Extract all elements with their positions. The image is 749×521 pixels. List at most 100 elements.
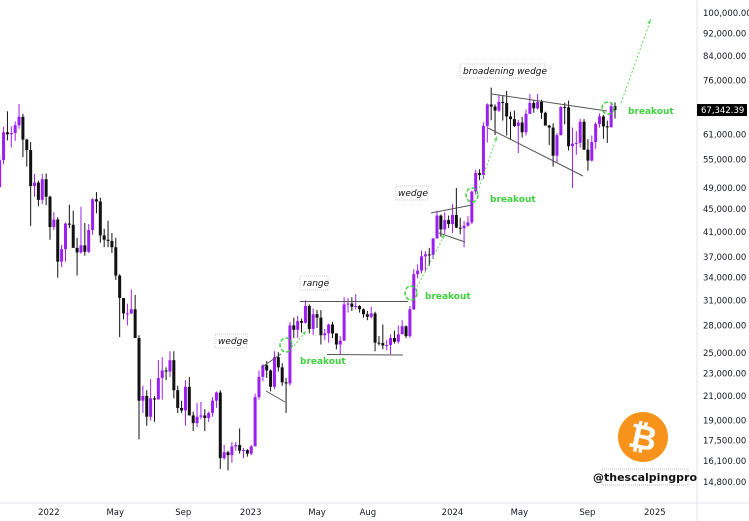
candle-body bbox=[52, 219, 56, 228]
annotation-labels: wedge breakout range breakout wedge brea… bbox=[214, 63, 674, 367]
candle-body bbox=[284, 382, 288, 384]
candle-body bbox=[164, 370, 168, 372]
candle bbox=[156, 360, 160, 400]
candle-body bbox=[400, 326, 404, 335]
candle bbox=[280, 363, 284, 386]
candle bbox=[470, 190, 474, 225]
candle-body bbox=[168, 360, 172, 372]
candle-body bbox=[60, 249, 64, 262]
candle bbox=[323, 328, 327, 340]
candle-body bbox=[261, 365, 265, 377]
candle-body bbox=[497, 101, 501, 111]
candle bbox=[420, 250, 424, 274]
candle bbox=[563, 102, 567, 125]
wedge-2-upper-line[interactable] bbox=[430, 204, 473, 214]
candle-body bbox=[539, 101, 543, 113]
candle bbox=[106, 220, 110, 248]
price-tick-label: 23,000.00 bbox=[703, 370, 746, 380]
candle bbox=[296, 315, 300, 338]
wedge-1-lower-line[interactable] bbox=[265, 390, 286, 403]
candle-body bbox=[187, 386, 191, 416]
candle-body bbox=[555, 135, 559, 156]
candle bbox=[462, 221, 466, 248]
time-tick-label: Sep bbox=[579, 508, 595, 518]
candle-body bbox=[524, 113, 528, 133]
candle bbox=[48, 195, 52, 240]
broadening-wedge-upper-line[interactable] bbox=[491, 93, 608, 112]
candle-body bbox=[180, 407, 184, 411]
label-breakout-2: breakout bbox=[425, 292, 471, 302]
wedge-2-lower-line[interactable] bbox=[438, 232, 466, 243]
time-axis-ticks[interactable]: 2022 May Sep 2023 May Aug 2024 May Sep 2025 bbox=[38, 508, 666, 518]
candle bbox=[269, 369, 273, 392]
wedge-1-upper-line[interactable] bbox=[261, 353, 282, 368]
candle bbox=[79, 206, 83, 254]
candle-body bbox=[450, 215, 454, 225]
label-range: range bbox=[303, 279, 330, 289]
broadening-wedge-lower-line[interactable] bbox=[487, 127, 584, 177]
watermark: ₿ @thescalpingpro bbox=[593, 412, 697, 486]
candle bbox=[203, 409, 207, 432]
candle bbox=[110, 232, 114, 254]
candle bbox=[226, 450, 230, 471]
candle bbox=[5, 111, 9, 141]
candle-body bbox=[423, 254, 427, 257]
price-axis[interactable] bbox=[697, 0, 749, 521]
candle-body bbox=[505, 102, 509, 117]
candle-body bbox=[489, 104, 493, 107]
watermark-handle: @thescalpingpro bbox=[593, 471, 697, 484]
candle-body bbox=[125, 313, 129, 315]
candle bbox=[98, 197, 102, 243]
candle bbox=[149, 379, 153, 421]
candle bbox=[613, 102, 617, 119]
price-tick-label: 41,000.00 bbox=[703, 228, 746, 238]
candle bbox=[63, 222, 67, 262]
breakout-circle-3 bbox=[465, 187, 479, 203]
candle bbox=[191, 411, 195, 432]
candle-body bbox=[214, 392, 218, 401]
candle bbox=[168, 351, 172, 377]
candle bbox=[582, 119, 586, 151]
candle-body bbox=[87, 230, 91, 252]
candle-body bbox=[156, 377, 160, 400]
candle bbox=[261, 364, 265, 382]
candle bbox=[21, 113, 25, 158]
candle bbox=[601, 114, 605, 139]
candle bbox=[207, 411, 211, 422]
candle-body bbox=[94, 199, 98, 202]
candle-body bbox=[29, 150, 33, 187]
candle-body bbox=[36, 182, 40, 200]
candle bbox=[152, 395, 156, 422]
candle-body bbox=[563, 106, 567, 108]
candle bbox=[176, 385, 180, 413]
price-tick-label: 34,000.00 bbox=[703, 274, 746, 284]
candle bbox=[218, 390, 222, 469]
price-tick-label: 55,000.00 bbox=[703, 156, 746, 166]
candle-body bbox=[551, 127, 555, 156]
candle bbox=[257, 370, 261, 400]
candle bbox=[319, 310, 323, 345]
candle bbox=[183, 380, 187, 426]
candle bbox=[0, 154, 2, 189]
candle bbox=[2, 126, 6, 165]
price-tick-label: 25,000.00 bbox=[703, 349, 746, 359]
candle bbox=[52, 212, 56, 231]
candle-body bbox=[137, 337, 141, 401]
candle-body bbox=[118, 275, 122, 299]
candle bbox=[505, 90, 509, 136]
candle bbox=[474, 169, 478, 195]
candle bbox=[381, 324, 385, 350]
candle-body bbox=[334, 333, 338, 345]
candle bbox=[29, 142, 33, 226]
candle-body bbox=[292, 325, 296, 330]
range-bottom-line[interactable] bbox=[326, 354, 404, 356]
candle bbox=[605, 120, 609, 143]
candle-body bbox=[338, 340, 342, 345]
time-tick-label: May bbox=[308, 508, 326, 518]
candle bbox=[292, 317, 296, 338]
candle-body bbox=[207, 412, 211, 418]
label-wedge-1: wedge bbox=[218, 337, 248, 347]
candle-body bbox=[404, 326, 408, 337]
candle-body bbox=[272, 357, 276, 387]
